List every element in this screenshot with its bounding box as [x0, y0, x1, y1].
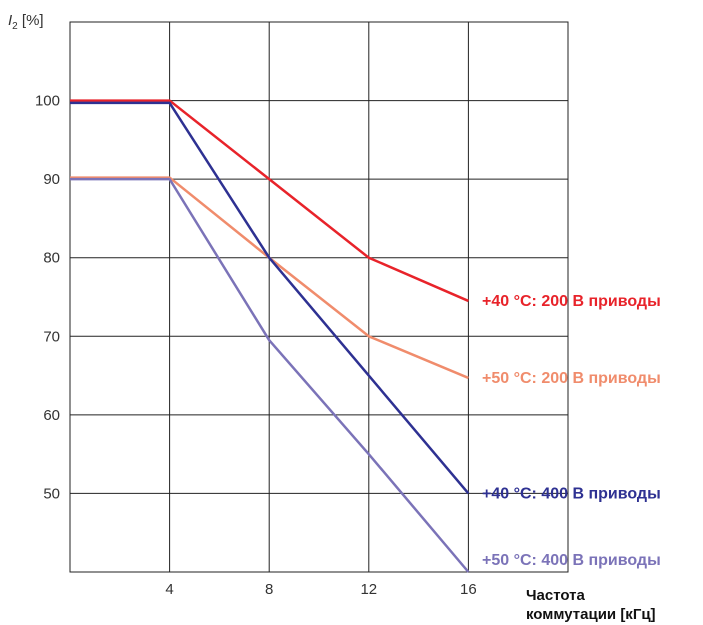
x-axis-label-line1: Частота	[526, 587, 586, 604]
tick-labels: 4 8 12 16 50 60 70 80 90 100	[35, 93, 477, 598]
series-labels: +40 °C: 200 В приводы +50 °C: 200 В приво…	[482, 293, 661, 569]
plot-frame	[69, 21, 569, 573]
series-line	[70, 177, 470, 573]
x-tick-label: 8	[265, 581, 273, 598]
y-tick-label: 60	[43, 407, 60, 424]
y-axis-label-sub: 2	[12, 21, 18, 32]
x-tick-label: 4	[165, 581, 173, 598]
series-label: +40 °C: 400 В приводы	[482, 485, 661, 502]
x-tick-label: 12	[360, 581, 377, 598]
y-tick-label: 80	[43, 250, 60, 267]
y-tick-label: 90	[43, 171, 60, 188]
series-label: +50 °C: 200 В приводы	[482, 370, 661, 387]
y-axis-label-unit: [%]	[18, 12, 44, 29]
series-label: +40 °C: 200 В приводы	[482, 293, 661, 310]
y-tick-label: 70	[43, 328, 60, 345]
y-axis-label-main: I	[8, 12, 12, 29]
x-tick-label: 16	[460, 581, 477, 598]
y-tick-label: 100	[35, 93, 60, 110]
x-axis-label-line2: коммутации [кГц]	[526, 606, 656, 623]
grid	[69, 21, 569, 573]
series-line	[70, 101, 470, 495]
series-lines	[70, 99, 470, 573]
y-tick-label: 50	[43, 485, 60, 502]
series-line	[70, 99, 469, 303]
series-label: +50 °C: 400 В приводы	[482, 552, 661, 569]
y-axis-label: I2 [%]	[8, 12, 44, 32]
